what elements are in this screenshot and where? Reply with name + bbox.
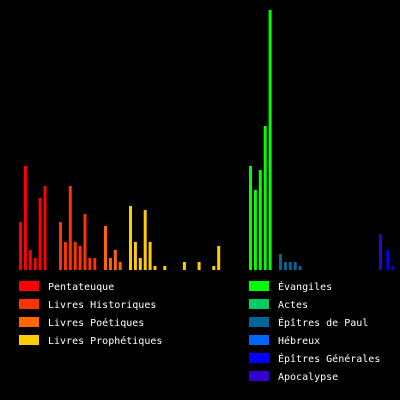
bar-4-3 xyxy=(263,126,267,270)
bar-1-3 xyxy=(73,242,77,270)
bar-0-4 xyxy=(38,198,42,270)
bar-0-1 xyxy=(23,166,27,270)
bar-6-3 xyxy=(293,262,297,270)
bar-8-17 xyxy=(391,266,395,270)
legend-swatch-1 xyxy=(19,299,39,309)
legend-swatch-7 xyxy=(249,335,269,345)
bar-0-2 xyxy=(28,250,32,270)
legend-swatch-4 xyxy=(249,281,269,291)
bar-1-2 xyxy=(68,186,72,270)
legend-swatch-9 xyxy=(249,371,269,381)
bar-3-5 xyxy=(153,266,157,270)
bar-4-2 xyxy=(258,170,262,270)
bar-2-3 xyxy=(118,262,122,270)
bar-4-1 xyxy=(253,190,257,270)
legend-swatch-8 xyxy=(249,353,269,363)
legend-label-0: Pentateuque xyxy=(48,282,114,293)
bar-0-3 xyxy=(33,258,37,270)
bar-3-3 xyxy=(143,210,147,270)
bar-3-17 xyxy=(212,266,216,270)
bar-3-11 xyxy=(182,262,186,270)
bar-3-4 xyxy=(148,242,152,270)
legend-swatch-3 xyxy=(19,335,39,345)
legend-swatch-6 xyxy=(249,317,269,327)
legend-label-1: Livres Historiques xyxy=(48,300,156,311)
legend-label-2: Livres Poétiques xyxy=(48,317,144,329)
bars-layer xyxy=(19,10,395,270)
bar-3-14 xyxy=(197,262,201,270)
bar-1-1 xyxy=(63,242,67,270)
legend-swatch-2 xyxy=(19,317,39,327)
bar-8-16 xyxy=(386,250,390,270)
bar-9-0 xyxy=(379,234,382,270)
bar-2-1 xyxy=(108,258,112,270)
bar-1-7 xyxy=(93,258,97,270)
bar-4-0 xyxy=(249,166,252,270)
bar-6-1 xyxy=(283,262,287,270)
bar-1-4 xyxy=(78,246,82,270)
bar-1-6 xyxy=(88,258,92,270)
bar-3-18 xyxy=(217,246,221,270)
legend: Pentateuque Livres Historiques Livres Poét… xyxy=(19,280,380,383)
bar-3-2 xyxy=(138,258,142,270)
legend-swatch-0 xyxy=(19,281,39,291)
bar-1-0 xyxy=(59,222,62,270)
bar-3-7 xyxy=(163,266,167,270)
legend-swatch-5 xyxy=(249,299,269,309)
bar-0-0 xyxy=(19,222,22,270)
bar-3-0 xyxy=(129,206,132,270)
legend-label-6: Épîtres de Paul xyxy=(278,316,368,329)
bar-0-5 xyxy=(43,186,47,270)
legend-label-8: Épîtres Générales xyxy=(278,352,380,365)
bar-3-1 xyxy=(133,242,137,270)
legend-label-5: Actes xyxy=(278,300,308,311)
legend-label-3: Livres Prophétiques xyxy=(48,335,162,347)
bar-6-4 xyxy=(298,266,302,270)
legend-label-9: Apocalypse xyxy=(278,372,338,383)
legend-label-7: Hébreux xyxy=(278,335,320,347)
bar-6-0 xyxy=(279,254,282,270)
bar-6-2 xyxy=(288,262,292,270)
bar-2-0 xyxy=(104,226,107,270)
bar-4-4 xyxy=(268,10,272,270)
bar-2-2 xyxy=(113,250,117,270)
bar-1-5 xyxy=(83,214,87,270)
legend-label-4: Évangiles xyxy=(278,280,332,293)
